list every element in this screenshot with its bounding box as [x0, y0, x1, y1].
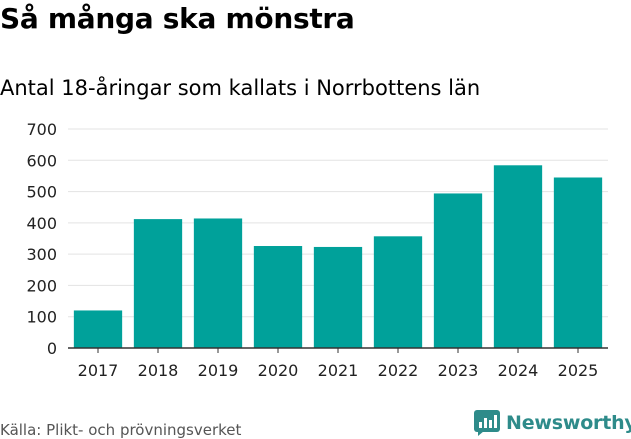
x-tick-label: 2019 — [198, 361, 239, 380]
y-tick-label: 0 — [47, 339, 57, 358]
chart-title: Så många ska mönstra — [0, 2, 355, 35]
y-tick-label: 500 — [26, 183, 57, 202]
chart-subtitle: Antal 18-åringar som kallats i Norrbotte… — [0, 76, 481, 100]
bar — [313, 246, 363, 348]
brand-name: Newsworthy — [506, 412, 631, 434]
bar — [133, 219, 183, 348]
x-tick-label: 2020 — [258, 361, 299, 380]
bar — [433, 193, 483, 348]
x-tick-label: 2023 — [438, 361, 479, 380]
y-tick-label: 300 — [26, 245, 57, 264]
bar — [253, 246, 303, 348]
bar — [193, 218, 243, 348]
x-tick-label: 2024 — [498, 361, 539, 380]
bar — [73, 310, 123, 348]
source-note: Källa: Plikt- och prövningsverket — [0, 421, 242, 439]
x-tick-label: 2022 — [378, 361, 419, 380]
y-tick-label: 400 — [26, 214, 57, 233]
newsworthy-logo: Newsworthy — [474, 408, 631, 438]
x-tick-label: 2017 — [78, 361, 119, 380]
y-tick-label: 100 — [26, 308, 57, 327]
x-tick-label: 2018 — [138, 361, 179, 380]
bar — [373, 236, 423, 348]
y-tick-label: 600 — [26, 151, 57, 170]
x-tick-label: 2021 — [318, 361, 359, 380]
y-tick-label: 700 — [26, 120, 57, 139]
bar — [553, 177, 603, 348]
bar-chart: 0 100 200 300 400 500 600 700 2017 2018 2019 2020 20… — [26, 120, 608, 380]
y-tick-label: 200 — [26, 276, 57, 295]
bar — [493, 165, 543, 348]
x-tick-label: 2025 — [558, 361, 599, 380]
newsworthy-logo-icon — [474, 410, 500, 436]
